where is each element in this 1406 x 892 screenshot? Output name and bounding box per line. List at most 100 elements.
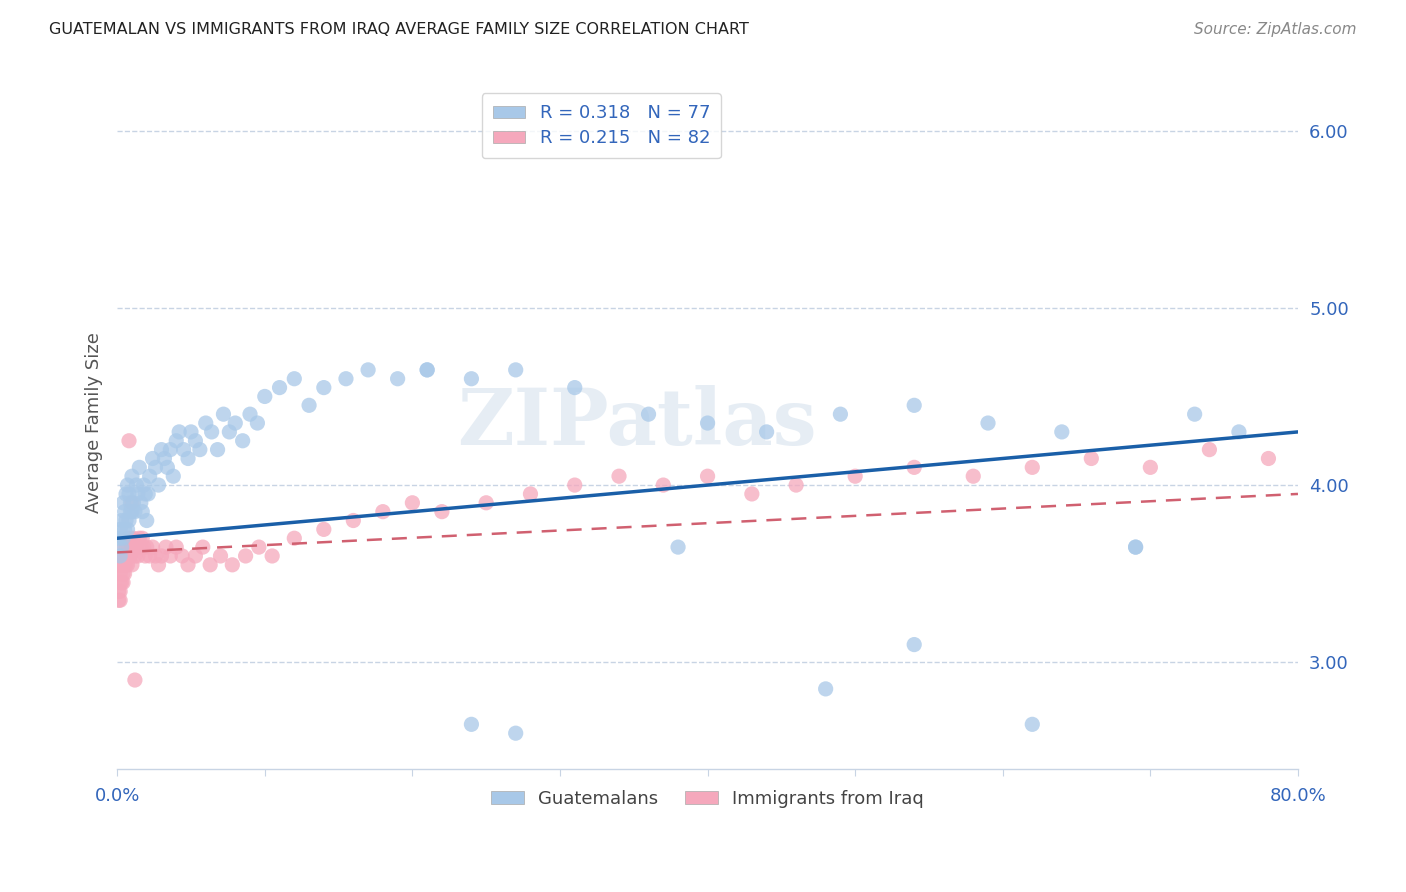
Point bbox=[118, 514, 141, 528]
Point bbox=[124, 673, 146, 687]
Point bbox=[155, 540, 177, 554]
Point bbox=[371, 505, 394, 519]
Point bbox=[142, 540, 165, 554]
Point bbox=[128, 531, 150, 545]
Point bbox=[150, 442, 173, 457]
Point bbox=[165, 434, 187, 448]
Point bbox=[519, 487, 541, 501]
Point bbox=[159, 549, 181, 563]
Point bbox=[1184, 407, 1206, 421]
Point bbox=[121, 469, 143, 483]
Point bbox=[460, 372, 482, 386]
Legend: Guatemalans, Immigrants from Iraq: Guatemalans, Immigrants from Iraq bbox=[484, 782, 931, 815]
Point bbox=[117, 549, 139, 563]
Point bbox=[145, 549, 167, 563]
Point bbox=[110, 575, 132, 590]
Point bbox=[121, 558, 143, 572]
Point bbox=[125, 478, 148, 492]
Point bbox=[401, 496, 423, 510]
Point bbox=[124, 505, 146, 519]
Point bbox=[814, 681, 837, 696]
Point bbox=[253, 389, 276, 403]
Point bbox=[112, 575, 135, 590]
Point bbox=[298, 398, 321, 412]
Point bbox=[132, 478, 155, 492]
Point bbox=[232, 434, 254, 448]
Point bbox=[741, 487, 763, 501]
Point bbox=[475, 496, 498, 510]
Point bbox=[118, 540, 141, 554]
Point bbox=[246, 416, 269, 430]
Point bbox=[108, 549, 131, 563]
Point bbox=[212, 407, 235, 421]
Point bbox=[107, 584, 129, 599]
Point bbox=[142, 451, 165, 466]
Point bbox=[129, 496, 152, 510]
Point bbox=[173, 442, 195, 457]
Point bbox=[145, 460, 167, 475]
Point bbox=[114, 540, 136, 554]
Point bbox=[127, 487, 149, 501]
Point bbox=[108, 575, 131, 590]
Point bbox=[283, 531, 305, 545]
Point bbox=[505, 726, 527, 740]
Point bbox=[134, 549, 156, 563]
Point bbox=[1125, 540, 1147, 554]
Point bbox=[1021, 460, 1043, 475]
Point bbox=[115, 540, 138, 554]
Point bbox=[342, 514, 364, 528]
Point bbox=[122, 531, 145, 545]
Point bbox=[131, 505, 153, 519]
Point bbox=[416, 363, 439, 377]
Point bbox=[666, 540, 689, 554]
Y-axis label: Average Family Size: Average Family Size bbox=[86, 333, 103, 514]
Point bbox=[1080, 451, 1102, 466]
Point bbox=[121, 505, 143, 519]
Point bbox=[127, 549, 149, 563]
Point bbox=[112, 549, 135, 563]
Point bbox=[387, 372, 409, 386]
Point bbox=[177, 451, 200, 466]
Point bbox=[201, 425, 224, 439]
Point bbox=[148, 478, 170, 492]
Point bbox=[124, 549, 146, 563]
Point bbox=[108, 566, 131, 581]
Point bbox=[117, 531, 139, 545]
Point bbox=[172, 549, 194, 563]
Point bbox=[112, 496, 135, 510]
Point bbox=[138, 549, 160, 563]
Point bbox=[430, 505, 453, 519]
Point bbox=[115, 549, 138, 563]
Point bbox=[125, 540, 148, 554]
Point bbox=[135, 514, 157, 528]
Point bbox=[114, 558, 136, 572]
Point bbox=[1198, 442, 1220, 457]
Point bbox=[110, 540, 132, 554]
Point bbox=[162, 469, 184, 483]
Point bbox=[188, 442, 211, 457]
Point bbox=[696, 469, 718, 483]
Point bbox=[110, 558, 132, 572]
Point bbox=[136, 487, 159, 501]
Point bbox=[148, 558, 170, 572]
Point bbox=[135, 540, 157, 554]
Point bbox=[194, 416, 217, 430]
Point bbox=[150, 549, 173, 563]
Point bbox=[128, 460, 150, 475]
Point bbox=[120, 505, 142, 519]
Point bbox=[108, 584, 131, 599]
Point bbox=[159, 442, 181, 457]
Point bbox=[1375, 442, 1398, 457]
Point bbox=[1316, 460, 1339, 475]
Point bbox=[312, 381, 335, 395]
Point bbox=[191, 540, 214, 554]
Point bbox=[134, 487, 156, 501]
Point bbox=[637, 407, 659, 421]
Point bbox=[221, 558, 243, 572]
Text: Source: ZipAtlas.com: Source: ZipAtlas.com bbox=[1194, 22, 1357, 37]
Point bbox=[564, 381, 586, 395]
Point bbox=[114, 566, 136, 581]
Point bbox=[755, 425, 778, 439]
Point bbox=[312, 522, 335, 536]
Point bbox=[1050, 425, 1073, 439]
